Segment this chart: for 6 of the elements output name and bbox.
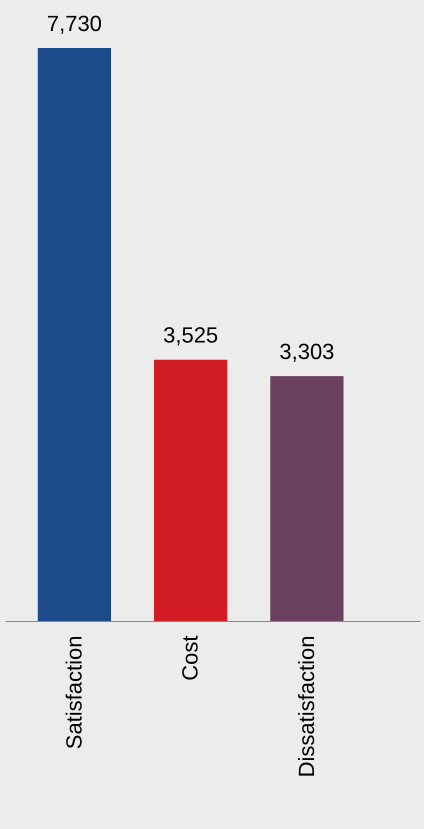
x-tick-label: Dissatisfaction [294, 636, 319, 778]
data-label: 3,303 [279, 339, 334, 364]
x-tick-label: Satisfaction [61, 636, 86, 750]
data-label: 7,730 [46, 11, 102, 36]
data-label: 3,525 [163, 322, 218, 348]
x-tick-label: Cost [178, 636, 203, 681]
